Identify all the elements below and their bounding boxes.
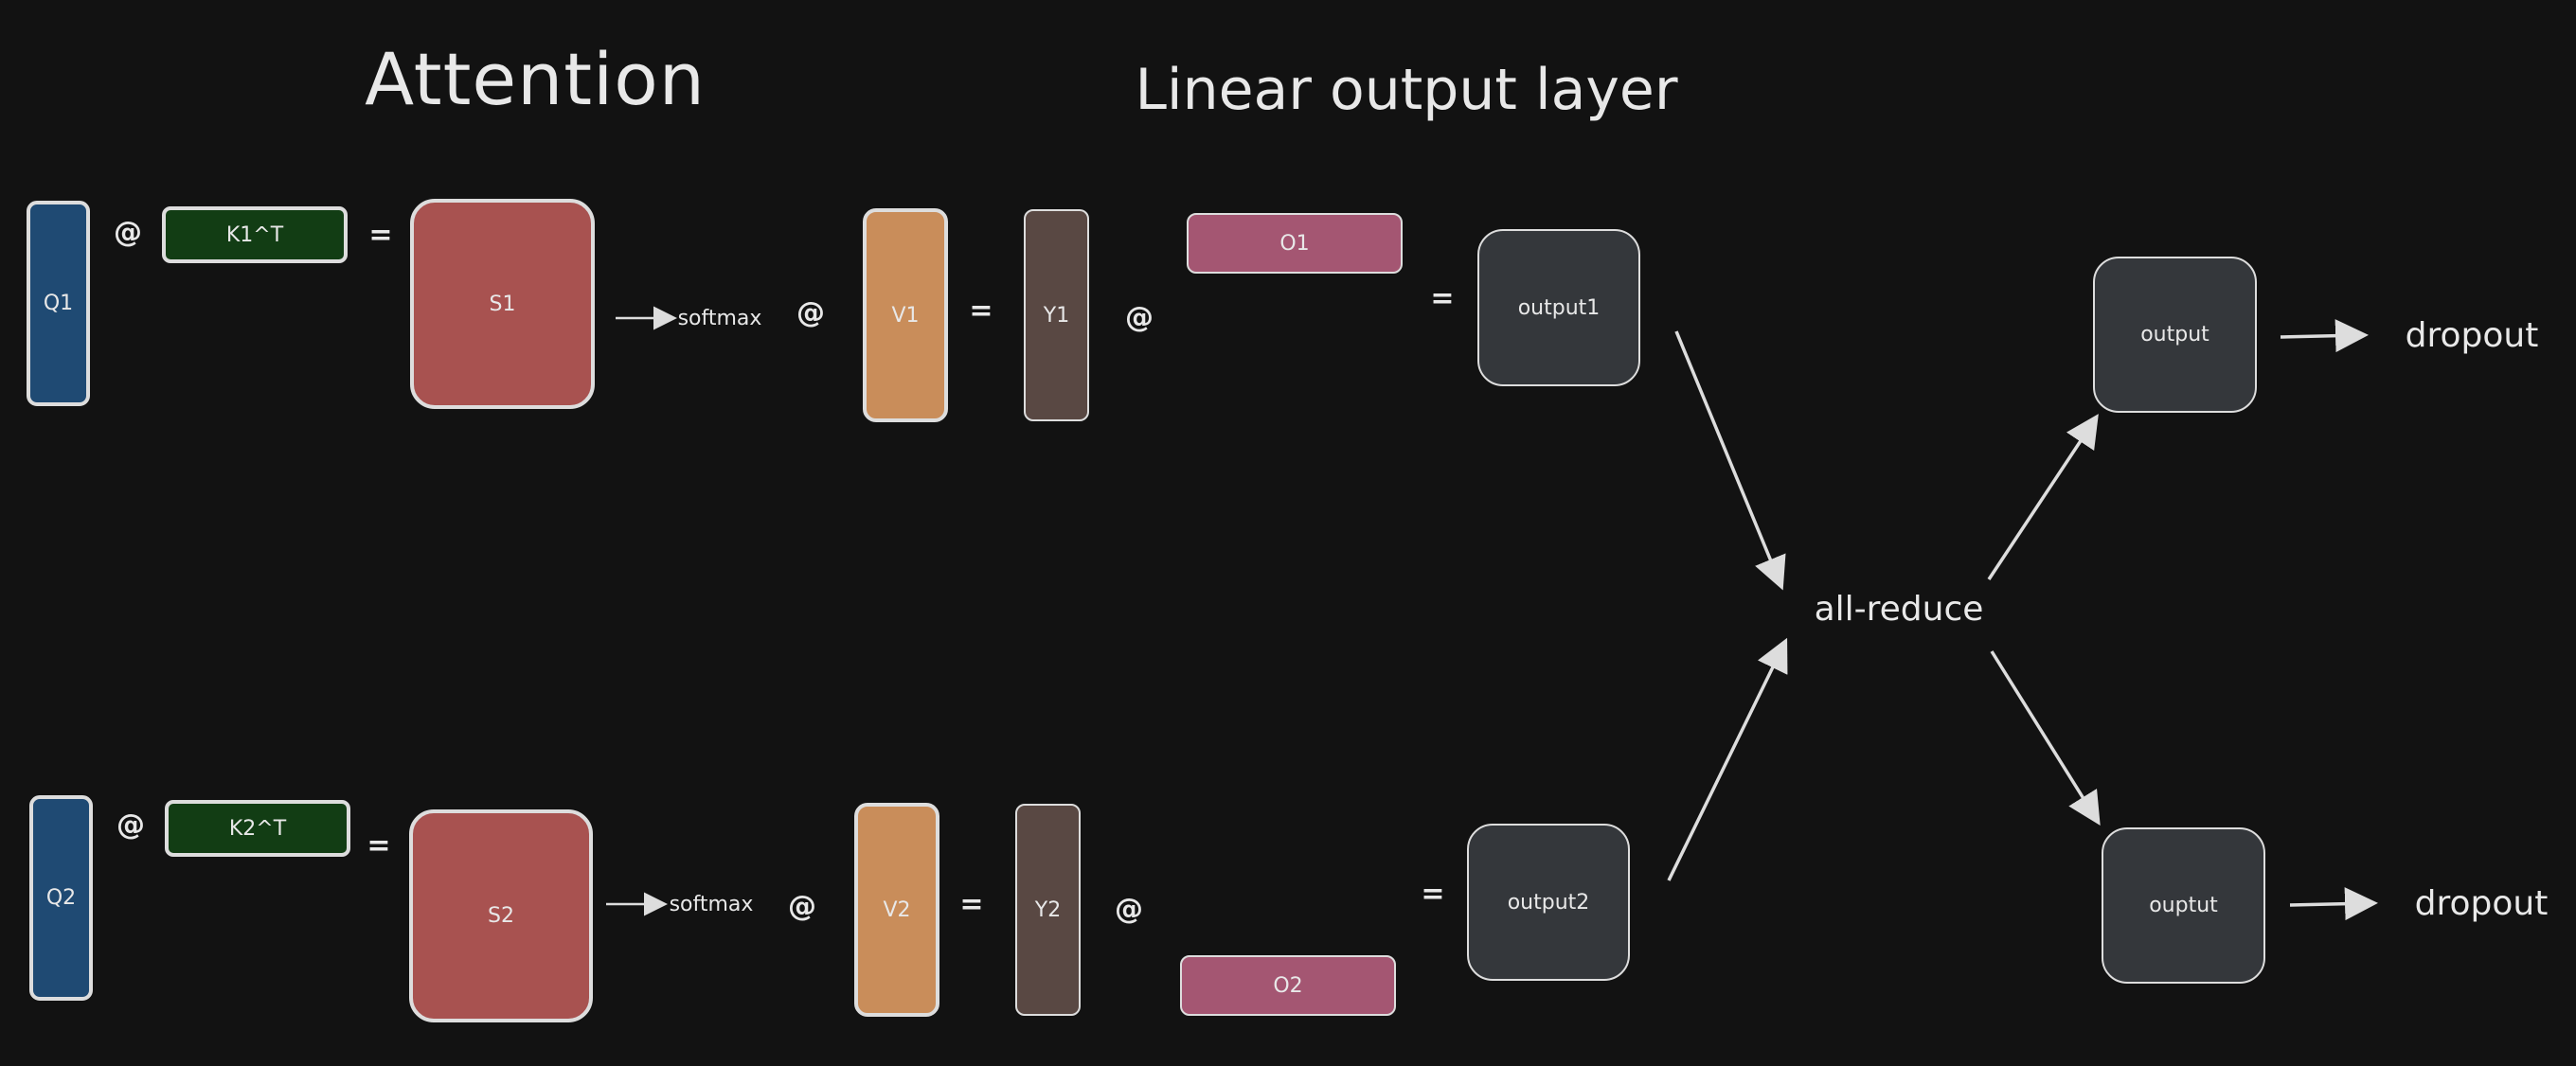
k2-box <box>165 800 350 857</box>
q1-label: Q1 <box>43 292 74 315</box>
all-reduce-label: all-reduce <box>1814 589 1984 629</box>
y2-box <box>1015 804 1081 1016</box>
matmul-op-1b: @ <box>796 295 825 329</box>
arrow-allreduce-to-output <box>1987 414 2099 580</box>
output2-box <box>1467 824 1630 981</box>
arrow-output2-to-allreduce <box>1667 637 1788 881</box>
equals-op-1a: = <box>368 218 393 252</box>
v2-box <box>854 803 939 1017</box>
equals-op-2c: = <box>1421 877 1445 911</box>
linear-output-title: Linear output layer <box>1135 57 1678 123</box>
matmul-op-1a: @ <box>114 215 142 249</box>
output2-label: output2 <box>1507 890 1590 915</box>
k2-label: K2^T <box>228 816 287 841</box>
dropout-label-bottom: dropout <box>2414 883 2549 923</box>
k1-box <box>162 206 348 263</box>
matmul-op-2b: @ <box>788 889 816 923</box>
dropout-label-top: dropout <box>2405 315 2539 355</box>
v2-label: V2 <box>883 897 911 922</box>
output-bottom-label: ouptut <box>2149 894 2218 917</box>
s2-box <box>409 809 593 1022</box>
arrow-allreduce-to-ouptut <box>1990 650 2101 826</box>
s1-label: S1 <box>489 292 516 316</box>
o1-box <box>1187 213 1403 274</box>
q2-label: Q2 <box>45 886 77 910</box>
o2-box <box>1180 955 1396 1016</box>
matmul-op-2a: @ <box>116 808 145 842</box>
s1-box <box>410 199 595 409</box>
attention-title: Attention <box>365 36 706 121</box>
softmax-label-2: softmax <box>669 892 754 916</box>
s2-label: S2 <box>488 904 514 928</box>
matmul-op-2c: @ <box>1115 892 1143 926</box>
matmul-op-1c: @ <box>1125 300 1154 334</box>
output-top-box <box>2093 257 2257 413</box>
v1-box <box>863 208 948 422</box>
output1-label: output1 <box>1517 295 1601 320</box>
equals-op-1b: = <box>969 293 993 328</box>
y2-label: Y2 <box>1034 897 1062 922</box>
output-top-label: output <box>2140 323 2209 346</box>
o1-label: O1 <box>1279 231 1310 256</box>
q2-box <box>29 795 93 1001</box>
arrow-output-to-dropout <box>2280 319 2369 353</box>
q1-box <box>27 201 90 406</box>
output1-box <box>1477 229 1640 386</box>
arrow-output1-to-allreduce <box>1674 330 1786 591</box>
k1-label: K1^T <box>225 222 284 247</box>
arrow-ouptut-to-dropout <box>2289 887 2378 921</box>
o2-label: O2 <box>1273 973 1303 998</box>
equals-op-2a: = <box>367 828 391 862</box>
v1-label: V1 <box>891 303 920 328</box>
softmax-label-1: softmax <box>677 306 762 330</box>
equals-op-1c: = <box>1430 281 1455 315</box>
output-bottom-box <box>2102 827 2265 984</box>
equals-op-2b: = <box>959 887 984 921</box>
y1-label: Y1 <box>1043 303 1070 328</box>
y1-box <box>1024 209 1089 421</box>
